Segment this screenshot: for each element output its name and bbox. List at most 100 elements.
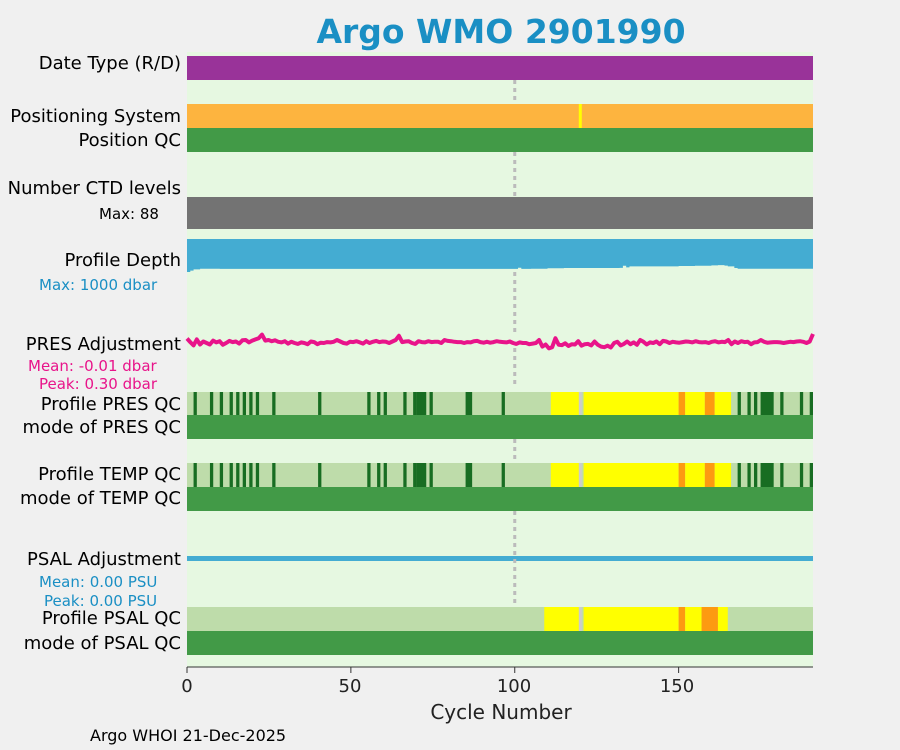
label-pres-adjustment: PRES Adjustment (25, 334, 181, 355)
profile-pres-qc-segment (318, 392, 322, 415)
profile-pres-qc-segment (229, 392, 233, 415)
profile-temp-qc-segment (255, 463, 260, 487)
profile-pres-qc-segment (799, 392, 804, 415)
profile-pres-qc-segment (465, 392, 473, 415)
x-tick-label: 0 (181, 676, 193, 697)
label-profile-depth: Profile Depth (64, 250, 181, 271)
mode-pres-qc-bar (187, 415, 813, 439)
profile-pres-qc-segment (704, 392, 715, 415)
profile-pres-qc-segment (780, 392, 784, 415)
pres-adjustment-line (185, 332, 815, 351)
profile-pres-qc-segment (429, 392, 433, 415)
label-positioning-system: Positioning System (10, 106, 181, 127)
label-position-qc: Position QC (78, 130, 181, 151)
profile-temp-qc-segment (583, 463, 679, 487)
mode-temp-qc-bar (187, 487, 813, 511)
label-mode-temp-qc: mode of TEMP QC (19, 488, 181, 509)
profile-temp-qc-segment (714, 463, 732, 487)
profile-pres-qc-segment (737, 392, 741, 415)
profile-temp-qc-segment (754, 463, 758, 487)
profile-pres-qc-segment (416, 392, 427, 415)
x-tick-label: 150 (659, 676, 695, 697)
label-profile-pres-qc: Profile PRES QC (40, 394, 181, 415)
label-mode-psal-qc: mode of PSAL QC (23, 633, 181, 654)
label-number-ctd-levels: Number CTD levels (7, 178, 181, 199)
profile-temp-qc-segment (242, 463, 246, 487)
x-tick-label: 50 (338, 676, 362, 697)
profile-pres-qc-segment (501, 392, 505, 415)
positioning-system-anomaly (578, 104, 582, 128)
label-mode-pres-qc: mode of PRES QC (22, 417, 181, 438)
profile-temp-qc-segment (429, 463, 433, 487)
position-qc-bar (187, 128, 813, 152)
plot-background (187, 52, 813, 667)
profile-temp-qc-segment (550, 463, 581, 487)
profile-temp-qc-segment (737, 463, 741, 487)
profile-temp-qc-segment (678, 463, 686, 487)
profile-pres-qc-segment (760, 392, 774, 415)
profile-pres-qc-segment (809, 392, 813, 415)
label-pres-mean: Mean: -0.01 dbar (28, 357, 157, 375)
profile-temp-qc-segment (229, 463, 233, 487)
profile-temp-qc-segment (383, 463, 387, 487)
profile-temp-qc-segment (416, 463, 427, 487)
profile-pres-qc-segment (219, 392, 224, 415)
profile-temp-qc-segment (747, 463, 751, 487)
psal-adjustment-line (187, 556, 813, 561)
profile-temp-qc-segment (367, 463, 371, 487)
profile-temp-qc-segment (809, 463, 813, 487)
label-date-type: Date Type (R/D) (38, 53, 181, 74)
positioning-system-bar (187, 104, 813, 128)
profile-temp-qc-segment (413, 463, 417, 487)
profile-pres-qc-segment (685, 392, 705, 415)
x-tick-label: 100 (496, 676, 532, 697)
profile-psal-qc-segment (544, 607, 581, 631)
chart-title: Argo WMO 2901990 (316, 12, 686, 51)
profile-psal-qc-segment (685, 607, 702, 631)
profile-pres-qc-segment (714, 392, 732, 415)
profile-pres-qc-segment (747, 392, 751, 415)
profile-pres-qc-segment (413, 392, 417, 415)
label-psal-peak: Peak: 0.00 PSU (44, 592, 158, 610)
label-psal-mean: Mean: 0.00 PSU (39, 573, 158, 591)
profile-temp-qc-segment (219, 463, 224, 487)
profile-pres-qc-segment (236, 392, 240, 415)
profile-pres-qc-segment (242, 392, 246, 415)
profile-temp-qc-segment (318, 463, 322, 487)
profile-temp-qc-segment (704, 463, 715, 487)
profile-temp-qc-segment (193, 463, 197, 487)
footer-credit: Argo WHOI 21-Dec-2025 (90, 726, 287, 745)
profile-temp-qc-segment (685, 463, 705, 487)
label-psal-adjustment: PSAL Adjustment (26, 549, 181, 570)
profile-pres-qc-segment (209, 392, 214, 415)
profile-temp-qc-segment (799, 463, 804, 487)
profile-pres-qc-segment (377, 392, 381, 415)
profile-temp-qc-segment (236, 463, 240, 487)
profile-psal-qc-segment (678, 607, 686, 631)
label-depth-max: Max: 1000 dbar (39, 276, 158, 294)
profile-temp-qc-segment (249, 463, 253, 487)
profile-psal-qc-segment (717, 607, 728, 631)
profile-pres-qc-segment (193, 392, 197, 415)
ctd-levels-bar (187, 197, 813, 229)
label-ctd-max: Max: 88 (99, 205, 159, 223)
profile-pres-qc-segment (383, 392, 387, 415)
profile-pres-qc-segment (272, 392, 276, 415)
x-axis-label: Cycle Number (430, 700, 572, 724)
profile-pres-qc-segment (583, 392, 679, 415)
profile-psal-qc-segment (701, 607, 718, 631)
profile-depth-area (187, 239, 813, 272)
profile-pres-qc-segment (367, 392, 371, 415)
profile-psal-qc-segment (583, 607, 679, 631)
date-type-bar (187, 56, 813, 80)
profile-temp-qc-segment (760, 463, 774, 487)
profile-temp-qc-segment (377, 463, 381, 487)
profile-temp-qc-segment (272, 463, 276, 487)
label-profile-psal-qc: Profile PSAL QC (41, 608, 181, 629)
profile-pres-qc-segment (249, 392, 253, 415)
label-profile-temp-qc: Profile TEMP QC (38, 464, 181, 485)
profile-temp-qc-segment (209, 463, 214, 487)
label-pres-peak: Peak: 0.30 dbar (39, 375, 158, 393)
profile-pres-qc-segment (403, 392, 407, 415)
